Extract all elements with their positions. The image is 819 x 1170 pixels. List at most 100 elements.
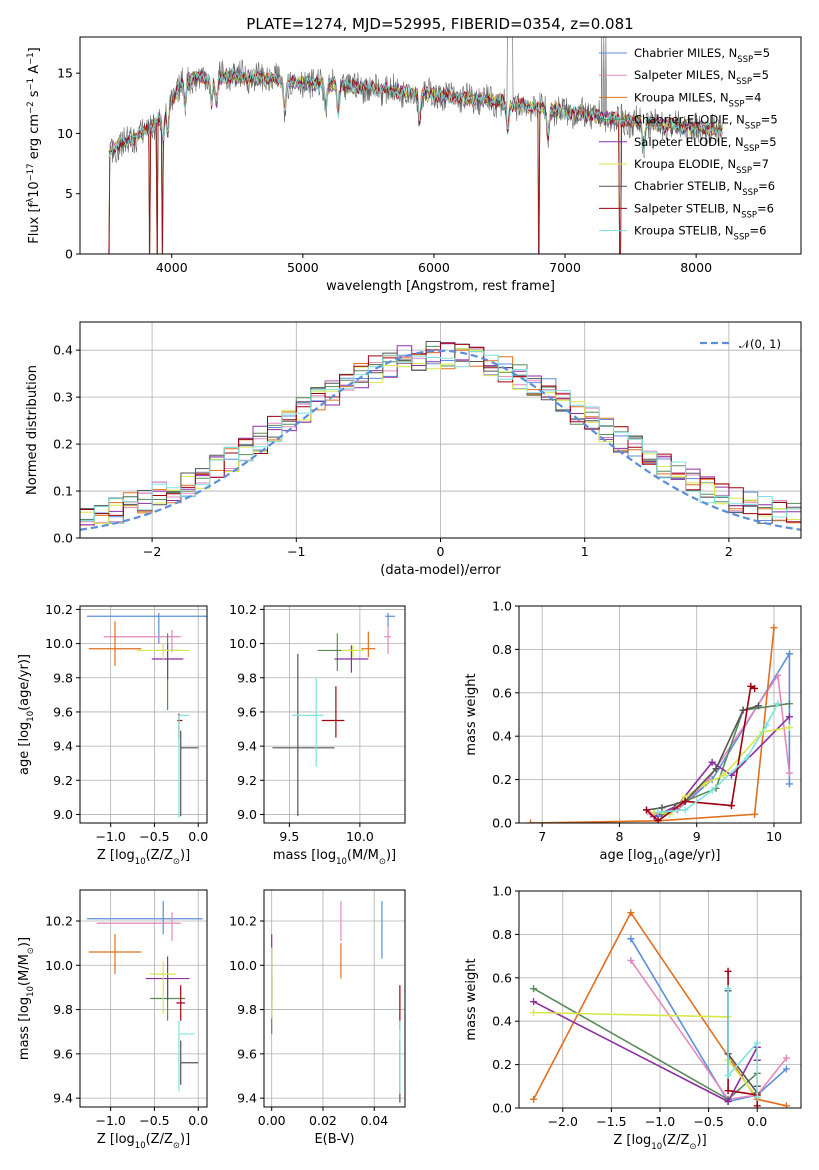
label-part: (M/M xyxy=(347,848,379,863)
y-axis-label: age [log10(age/yr)] xyxy=(17,654,36,775)
weight-marker xyxy=(785,724,793,732)
label-part: ⊙ xyxy=(173,1141,180,1151)
weight-marker xyxy=(751,684,759,692)
weight-marker xyxy=(770,624,778,632)
legend-subscript: SSP xyxy=(744,144,760,154)
weight-marker xyxy=(658,804,666,812)
legend: Chabrier MILES, NSSP=5 Salpeter MILES, NS… xyxy=(599,46,778,243)
x-axis-label: (data-model)/error xyxy=(380,563,501,578)
error-bar-point xyxy=(87,901,203,935)
y-axis-label: mass weight xyxy=(464,958,479,1040)
label-part: mass [log xyxy=(273,848,336,863)
figure-title: PLATE=1274, MJD=52995, FIBERID=0354, z=0… xyxy=(246,15,633,33)
legend-count: =7 xyxy=(752,157,769,171)
y-tick-label: 10.2 xyxy=(229,602,257,617)
y-axis-label: mass weight xyxy=(464,673,479,755)
error-bar-point xyxy=(96,912,181,941)
x-tick-label: 0.0 xyxy=(747,1114,767,1129)
spectrum-line xyxy=(108,68,723,154)
label-part: Flux [f xyxy=(27,202,42,243)
label-part: ] xyxy=(27,47,42,52)
x-tick-label: 8 xyxy=(615,829,623,844)
y-tick-label: 0.4 xyxy=(492,1014,512,1029)
weight-marker xyxy=(785,713,793,721)
legend-subscript: SSP xyxy=(742,188,758,198)
x-axis-label: age [log10(age/yr)] xyxy=(600,848,721,867)
axes-frame xyxy=(79,36,802,255)
x-tick-label: 5000 xyxy=(287,260,319,275)
plot-area xyxy=(271,901,401,1103)
label-part: (Z/Z xyxy=(662,1133,689,1148)
y-tick-label: 0.6 xyxy=(492,685,512,700)
label-part: ⊙ xyxy=(379,857,386,867)
x-axis-label: wavelength [Angstrom, rest frame] xyxy=(326,279,555,294)
weight-marker xyxy=(724,1097,732,1105)
weight-line xyxy=(533,1011,758,1098)
y-tick-label: 10.2 xyxy=(45,602,73,617)
x-tick-label: −1.0 xyxy=(95,829,125,844)
y-tick-label: 10.0 xyxy=(229,958,257,973)
axes-residuals: −2 −1 0 1 2 0.0 0.1 0.2 0.3 0.4 (data-model)/error… xyxy=(25,321,802,578)
axes-frame xyxy=(79,605,208,824)
x-tick-label: −1 xyxy=(287,544,305,559)
weight-line xyxy=(532,911,787,1107)
label-part: erg cm xyxy=(27,114,42,163)
legend-label: Kroupa MILES, NSSP=4 xyxy=(634,90,761,109)
normal-curve xyxy=(80,349,801,531)
x-tick-label: −1.5 xyxy=(596,1114,626,1129)
x-tick-label: 6000 xyxy=(418,260,450,275)
label-part: 10 xyxy=(336,857,347,867)
error-bar-point xyxy=(272,653,335,817)
y-tick-label: 9.6 xyxy=(237,704,257,719)
axes-weight-vs-z: −2.0 −1.5 −1.0 −0.5 0.0 0.0 0.2 0.4 0.6 0.8 1.0 Z [… xyxy=(464,884,802,1152)
error-bar-point xyxy=(176,985,186,1021)
label-part: −2 xyxy=(26,101,36,114)
y-tick-label: 0.8 xyxy=(492,642,512,657)
label-part: 10 xyxy=(135,857,146,867)
plot-area xyxy=(272,612,396,817)
x-tick-label: 9.5 xyxy=(279,829,299,844)
plot-area xyxy=(87,612,207,818)
weight-line xyxy=(530,627,775,823)
axes-frame xyxy=(79,889,208,1108)
weight-line xyxy=(630,938,787,1103)
x-tick-label: 10 xyxy=(766,829,782,844)
label-part: ⊙ xyxy=(689,1142,696,1152)
label-part: 10 xyxy=(26,711,36,722)
x-tick-label: 2 xyxy=(725,544,733,559)
weight-marker xyxy=(681,797,689,805)
label-part: 10 xyxy=(653,857,664,867)
label-part: 10 xyxy=(26,986,36,997)
x-tick-label: 0.04 xyxy=(360,1113,388,1128)
weight-marker xyxy=(627,956,635,964)
y-axis-label: mass [log10(M/M⊙)] xyxy=(17,937,36,1060)
y-tick-label: 9.8 xyxy=(53,670,73,685)
weight-marker xyxy=(785,780,793,788)
spectrum-line xyxy=(108,69,723,158)
legend-label: Salpeter ELODIE, NSSP=5 xyxy=(634,135,777,154)
y-tick-label: 0.0 xyxy=(492,1101,512,1116)
weight-marker xyxy=(747,682,755,690)
y-tick-label: 9.2 xyxy=(53,773,73,788)
label-part: Z [log xyxy=(97,1132,135,1147)
legend-count: =5 xyxy=(760,135,777,149)
weight-marker xyxy=(724,985,732,993)
weight-marker xyxy=(753,1093,761,1101)
weight-line xyxy=(658,703,779,813)
weight-marker xyxy=(753,1039,761,1047)
weight-marker xyxy=(530,985,538,993)
plot-area xyxy=(87,901,203,1092)
label-part: 10 xyxy=(27,181,42,198)
x-tick-label: 0.0 xyxy=(188,829,208,844)
y-axis-label: Flux [fλ10−17 erg cm−2 s−1 A−1] xyxy=(26,47,42,243)
y-tick-label: 0.4 xyxy=(53,343,73,358)
weight-marker xyxy=(782,1054,790,1062)
axes-age-vs-z: −1.0 −0.5 0.0 9.0 9.2 9.4 9.6 9.8 10.0 10.2 Z [log… xyxy=(17,602,208,867)
y-tick-label: 0.0 xyxy=(492,816,512,831)
y-tick-label: 0.3 xyxy=(53,390,73,405)
y-tick-label: 9.2 xyxy=(237,773,257,788)
legend-label: Salpeter STELIB, NSSP=6 xyxy=(634,201,774,220)
weight-marker xyxy=(712,765,720,773)
weight-marker xyxy=(530,998,538,1006)
x-tick-label: 0.00 xyxy=(258,1113,286,1128)
